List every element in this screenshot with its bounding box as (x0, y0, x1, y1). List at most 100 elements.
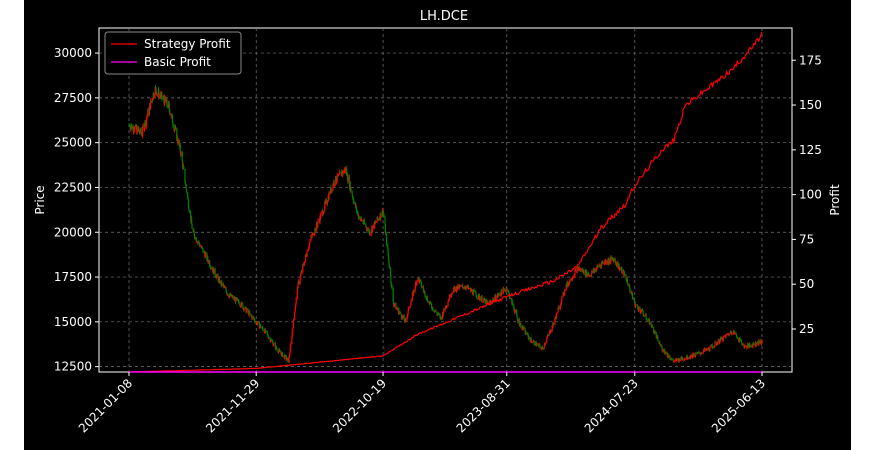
candle-body (302, 264, 304, 273)
candle-body (266, 330, 268, 334)
candle-body (564, 289, 566, 294)
candle-body (265, 330, 267, 331)
candle-body (425, 296, 427, 299)
candle-body (236, 297, 238, 300)
candle-body (133, 126, 136, 132)
candle-body (396, 308, 399, 310)
candle-body (476, 296, 478, 298)
candle-body (201, 246, 203, 248)
candle-body (185, 184, 187, 189)
candle-body (512, 301, 514, 305)
candle-body (532, 340, 534, 343)
candle-body (251, 316, 253, 319)
x-tick-label: 2024-07-23 (582, 376, 641, 435)
candle-body (205, 252, 207, 254)
candle-body (518, 319, 520, 326)
candle-body (396, 307, 398, 309)
candle-body (714, 346, 716, 348)
candle-body (155, 91, 158, 96)
candle-body (163, 97, 165, 101)
candle-body (580, 268, 582, 270)
candle-body (712, 346, 714, 348)
candle-body (594, 269, 596, 272)
candle-body (338, 174, 340, 175)
candle-body (648, 318, 650, 324)
candle-body (458, 285, 460, 289)
candle-body (509, 298, 511, 299)
candle-body (187, 192, 189, 198)
candle-body (755, 345, 757, 346)
candle-body (475, 294, 477, 297)
candle-body (243, 308, 245, 311)
candle-body (583, 270, 585, 274)
candle-body (324, 202, 326, 212)
candle-body (702, 351, 704, 354)
candle-body (706, 348, 708, 351)
candle-body (303, 261, 305, 266)
candle-body (418, 279, 421, 283)
candle-body (140, 128, 142, 134)
candle-body (514, 311, 516, 313)
candle-body (692, 353, 695, 357)
candle-body (132, 126, 134, 132)
candle-body (272, 340, 274, 343)
price-candles (128, 85, 763, 364)
candle-body (409, 305, 412, 307)
candle-body (167, 102, 170, 108)
candle-body (191, 223, 193, 229)
candle-body (690, 354, 692, 359)
candle-body (358, 215, 360, 220)
candle-body (557, 307, 560, 309)
candle-body (311, 233, 314, 235)
candle-body (250, 314, 252, 316)
candle-body (692, 354, 694, 358)
candle-body (454, 287, 456, 291)
candle-body (676, 358, 678, 361)
candle-body (629, 289, 631, 292)
candle-body (292, 319, 295, 328)
candle-body (384, 217, 386, 225)
y-left-tick-label: 20000 (54, 225, 92, 239)
candle-body (600, 262, 603, 268)
candle-body (289, 346, 291, 353)
candle-body (270, 339, 273, 341)
candle-body (642, 311, 644, 314)
candle-body (559, 305, 561, 310)
candle-body (614, 259, 616, 262)
candle-body (721, 337, 724, 341)
candle-body (616, 261, 618, 267)
candle-body (229, 295, 231, 298)
candle-body (527, 333, 529, 335)
candle-body (387, 249, 389, 256)
candle-body (517, 319, 519, 322)
candle-body (387, 255, 390, 259)
candle-body (317, 220, 319, 224)
candle-body (380, 215, 382, 218)
candle-body (285, 355, 287, 360)
candle-body (609, 259, 611, 264)
candle-body (490, 301, 492, 303)
candle-body (627, 283, 629, 286)
candle-body (503, 288, 506, 291)
candle-body (388, 258, 390, 265)
candle-body (293, 312, 296, 320)
candle-body (218, 277, 221, 284)
candle-body (173, 125, 175, 131)
candle-body (336, 174, 338, 181)
candle-body (189, 211, 192, 216)
candle-body (544, 342, 547, 344)
candle-body (494, 298, 496, 302)
candle-body (207, 256, 209, 261)
candle-body (406, 315, 408, 319)
candle-body (276, 349, 278, 351)
candle-body (531, 341, 533, 343)
y-left-tick-label: 22500 (54, 180, 92, 194)
candle-body (680, 356, 682, 359)
candle-body (672, 359, 674, 361)
candle-body (286, 359, 288, 361)
candle-body (442, 313, 444, 316)
candle-body (218, 278, 220, 282)
candle-body (235, 297, 237, 303)
candle-body (201, 247, 204, 249)
candle-body (572, 277, 574, 279)
